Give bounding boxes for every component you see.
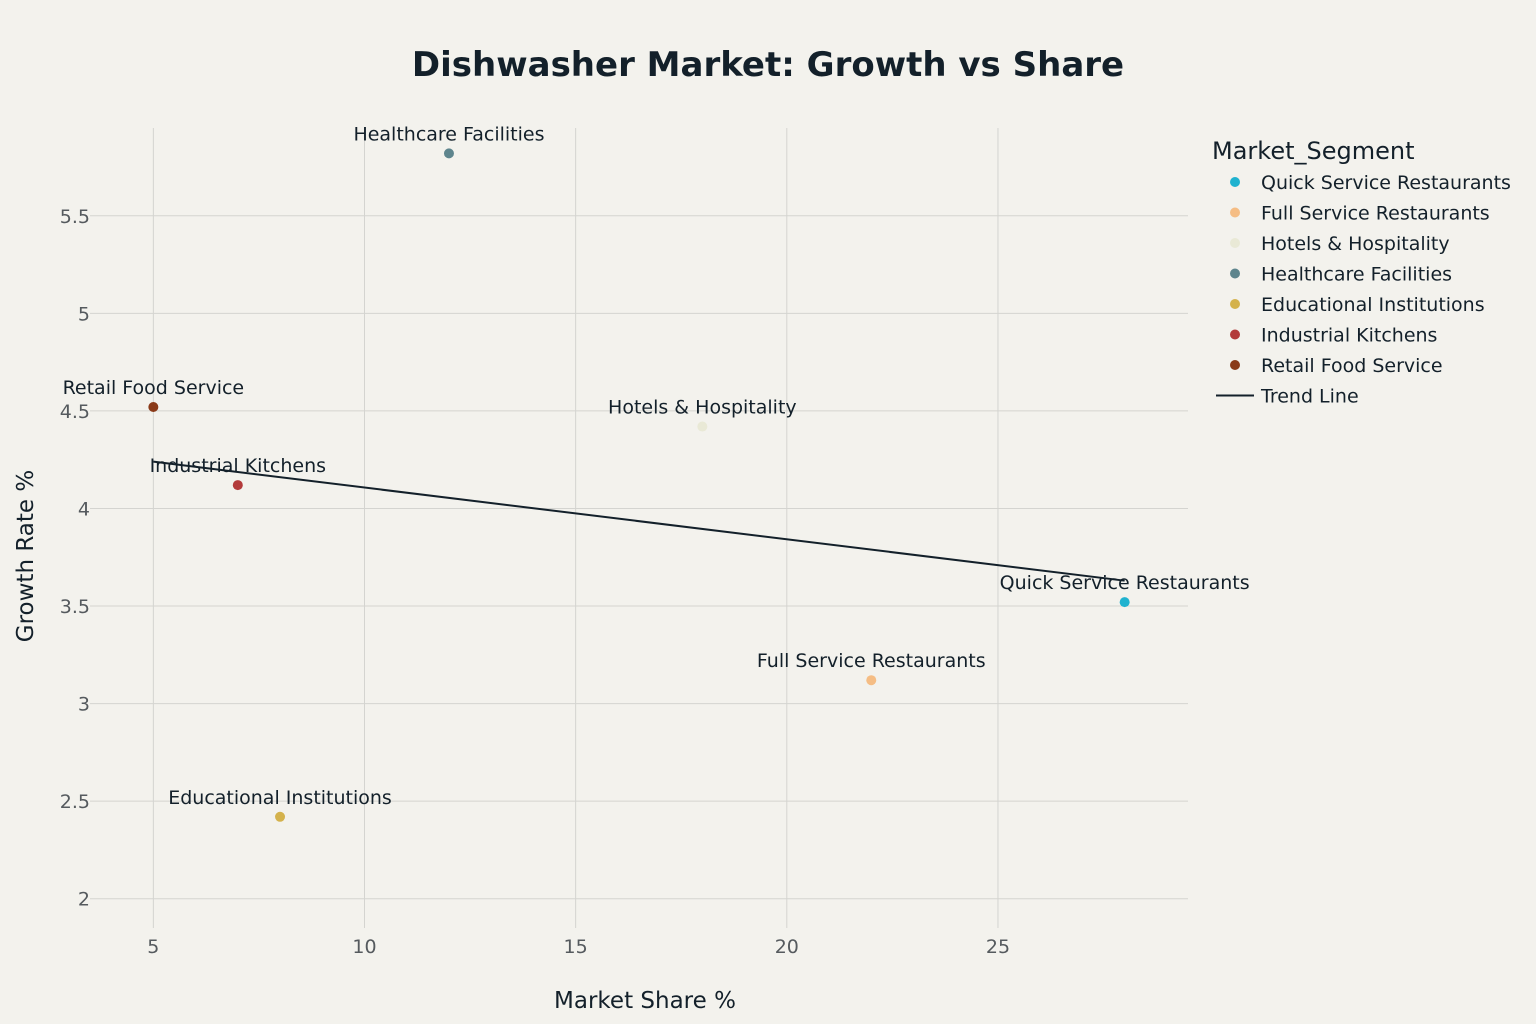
x-tick-label: 10 bbox=[352, 936, 376, 958]
legend-item-label: Full Service Restaurants bbox=[1261, 203, 1490, 225]
data-point bbox=[1119, 597, 1130, 608]
y-axis-title: Growth Rate % bbox=[13, 470, 39, 642]
y-tick-label: 5 bbox=[78, 303, 90, 325]
legend-marker bbox=[1230, 177, 1240, 187]
trend-line bbox=[153, 460, 1125, 582]
legend-item-label: Quick Service Restaurants bbox=[1261, 172, 1511, 194]
data-point bbox=[148, 402, 159, 413]
y-tick-label: 3.5 bbox=[60, 596, 90, 618]
point-label: Industrial Kitchens bbox=[150, 455, 326, 477]
chart-title: Dishwasher Market: Growth vs Share bbox=[412, 45, 1124, 85]
legend-marker bbox=[1230, 268, 1240, 279]
y-tick-label: 4 bbox=[78, 498, 90, 520]
y-tick-label: 2 bbox=[78, 889, 90, 911]
legend-item-label: Hotels & Hospitality bbox=[1261, 233, 1450, 255]
data-point bbox=[443, 148, 454, 159]
legend-marker bbox=[1230, 329, 1240, 340]
point-label: Educational Institutions bbox=[168, 787, 392, 809]
legend-marker bbox=[1230, 299, 1240, 309]
y-tick-label: 3 bbox=[78, 694, 90, 716]
y-tick-label: 5.5 bbox=[60, 206, 90, 228]
data-points bbox=[148, 148, 1130, 822]
y-tick-label: 4.5 bbox=[60, 401, 90, 423]
grid bbox=[90, 128, 1188, 928]
point-label: Quick Service Restaurants bbox=[1000, 572, 1250, 594]
x-tick-label: 15 bbox=[564, 936, 588, 958]
y-axis-ticks: 2 2.5 3 3.5 4 4.5 5 5.5 bbox=[60, 206, 90, 911]
legend-marker bbox=[1230, 360, 1240, 370]
x-axis-ticks: 5 10 15 20 25 bbox=[147, 936, 1010, 958]
legend-item-label: Retail Food Service bbox=[1261, 355, 1443, 377]
legend-item-label: Educational Institutions bbox=[1261, 294, 1485, 316]
point-label: Hotels & Hospitality bbox=[608, 397, 797, 419]
legend-marker bbox=[1230, 238, 1240, 248]
legend-item-label: Trend Line bbox=[1260, 386, 1359, 408]
x-axis-title: Market Share % bbox=[554, 988, 736, 1014]
x-tick-label: 20 bbox=[775, 936, 799, 958]
legend[interactable]: Market_Segment Quick Service Restaurants… bbox=[1212, 137, 1511, 408]
point-label: Retail Food Service bbox=[63, 377, 245, 399]
y-tick-label: 2.5 bbox=[60, 791, 90, 813]
point-label: Healthcare Facilities bbox=[353, 123, 544, 145]
legend-item-label: Healthcare Facilities bbox=[1261, 264, 1452, 286]
trend-line-group bbox=[153, 460, 1125, 582]
legend-title: Market_Segment bbox=[1212, 137, 1415, 165]
point-label: Full Service Restaurants bbox=[757, 650, 986, 672]
data-point bbox=[697, 421, 708, 432]
x-tick-label: 25 bbox=[986, 936, 1010, 958]
legend-item-label: Industrial Kitchens bbox=[1261, 325, 1437, 347]
data-point bbox=[232, 480, 243, 491]
data-point bbox=[866, 675, 877, 686]
x-tick-label: 5 bbox=[147, 936, 159, 958]
point-labels: Quick Service Restaurants Full Service Re… bbox=[63, 123, 1250, 808]
legend-marker bbox=[1230, 207, 1240, 218]
data-point bbox=[275, 811, 286, 822]
